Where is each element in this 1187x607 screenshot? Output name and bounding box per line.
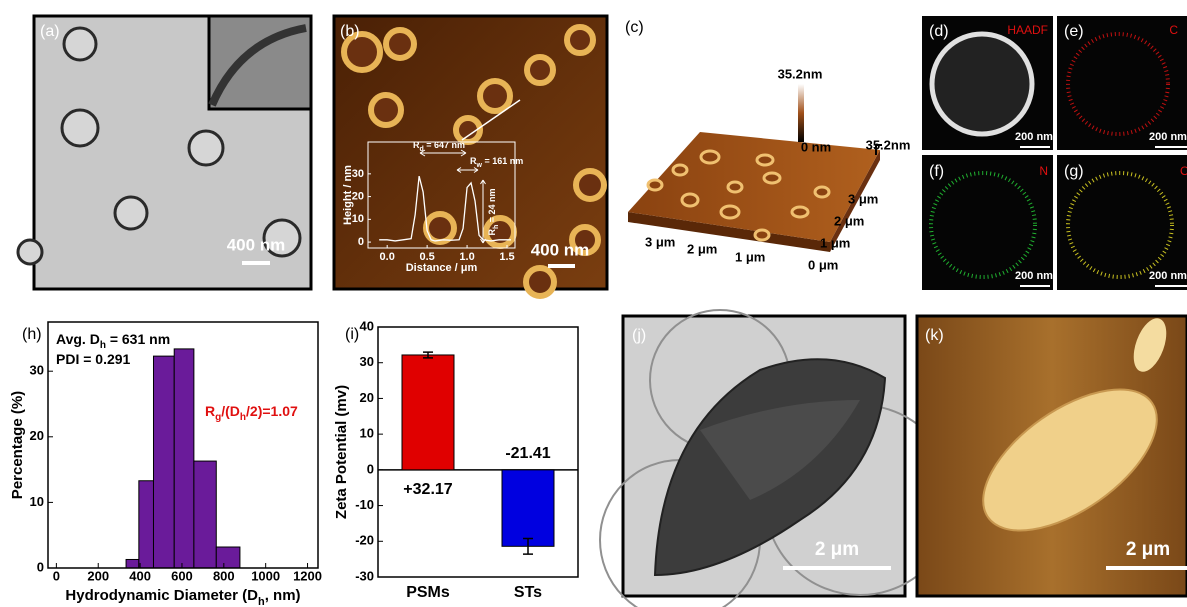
x-axis-label-part: Hydrodynamic Diameter (D: [65, 587, 258, 604]
annotation-part: Avg. D: [56, 331, 100, 347]
y-axis-label: 2 μm: [834, 213, 864, 228]
y-tick-label: -10: [355, 497, 374, 512]
x-tick-label: 1200: [293, 568, 322, 583]
x-axis-label: 3 μm: [645, 234, 675, 249]
panel-label: (k): [925, 327, 944, 344]
x-tick-label: 200: [87, 568, 109, 583]
y-axis-label: 1 μm: [820, 235, 850, 250]
y-axis-label: 0 μm: [808, 257, 838, 272]
x-tick-label: 0.0: [380, 251, 395, 263]
annotation-part: PDI = 0.291: [56, 351, 131, 367]
y-tick-label: 20: [360, 390, 374, 405]
histogram-bar: [139, 481, 154, 568]
y-axis-label: Height / nm: [342, 165, 354, 225]
panel-j: (j) 2 μm: [600, 310, 955, 607]
y-tick-label: 40: [360, 318, 374, 333]
x-axis-label: 1 μm: [735, 249, 765, 264]
scale-bar-label: 2 μm: [1126, 539, 1170, 560]
panel-d: (d) HAADF 200 nm: [922, 16, 1053, 150]
y-tick-label: 0: [367, 461, 374, 476]
x-tick-label: 1000: [251, 568, 280, 583]
annotation-part: = 161 nm: [482, 156, 523, 166]
panel-k: (k) 2 μm: [917, 314, 1187, 596]
annotation: Rg/(Dh/2)=1.07: [205, 403, 298, 423]
scale-bar-label: 200 nm: [1015, 131, 1053, 143]
panel-f: (f) N 200 nm: [922, 155, 1053, 290]
panel-g: (g) O 200 nm: [1057, 155, 1187, 290]
panel-label: (c): [625, 19, 644, 36]
x-axis-label-part: , nm): [265, 587, 301, 604]
y-tick-label: 10: [360, 426, 374, 441]
x-axis-label: Hydrodynamic Diameter (Dh, nm): [65, 587, 300, 607]
scale-bar-label: 400 nm: [227, 235, 286, 254]
annotation-part: R: [205, 403, 215, 419]
annotation-part: /2)=1.07: [246, 403, 298, 419]
scale-bar-label: 200 nm: [1149, 131, 1187, 143]
y-tick-label: 10: [30, 494, 44, 509]
panel-label: (g): [1064, 163, 1084, 180]
histogram-bar: [153, 356, 174, 568]
histogram-bar: [126, 559, 139, 568]
scale-bar-label: 400 nm: [531, 240, 590, 259]
scale-bar-label: 200 nm: [1015, 270, 1053, 282]
figure: (a) 400 nm (b) 400 nm (c) 35.2nm 0 nm: [0, 0, 1187, 607]
x-tick-label: 800: [213, 568, 235, 583]
annotation: Avg. Dh = 631 nm: [56, 331, 170, 351]
annotation-part: = 24 nm: [487, 188, 497, 224]
x-tick-label: PSMs: [406, 584, 450, 601]
z-axis-label: 35.2nm: [866, 137, 911, 152]
y-tick-label: 30: [360, 354, 374, 369]
scale-bar-label: 2 μm: [815, 539, 859, 560]
scale-bar-label: 200 nm: [1149, 270, 1187, 282]
colorbar-min: 0 nm: [801, 139, 831, 154]
element-label: O: [1180, 164, 1187, 178]
bar: [502, 470, 554, 546]
y-tick-label: 20: [30, 428, 44, 443]
annotation-part: = 647 nm: [424, 140, 465, 150]
panel-label: (b): [340, 23, 360, 40]
annotation: PDI = 0.291: [56, 351, 131, 367]
histogram-bar: [216, 547, 240, 568]
value-label: +32.17: [403, 481, 452, 498]
x-tick-label: 1.5: [499, 251, 514, 263]
y-tick-label: 0: [358, 236, 364, 248]
panel-c: (c) 35.2nm 0 nm 35.2nm 3 μm 2 μm 1 μm 0 …: [625, 19, 910, 272]
x-tick-label: 600: [171, 568, 193, 583]
value-label: -21.41: [505, 445, 550, 462]
histogram-bar: [174, 349, 194, 568]
panel-label: (d): [929, 23, 949, 40]
y-tick-label: -30: [355, 568, 374, 583]
x-axis-label: 2 μm: [687, 241, 717, 256]
histogram-bar: [194, 461, 216, 568]
bar: [402, 355, 454, 470]
panel-label: (i): [345, 326, 359, 343]
panel-e: (e) C 200 nm: [1057, 16, 1187, 150]
x-tick-label: 0: [53, 568, 60, 583]
x-tick-label: STs: [514, 584, 542, 601]
panel-label: (j): [632, 327, 646, 344]
colorbar-max: 35.2nm: [778, 66, 823, 81]
panel-label: (a): [40, 23, 60, 40]
y-tick-label: 0: [37, 559, 44, 574]
y-axis-label: 3 μm: [848, 191, 878, 206]
annotation-part: = 631 nm: [106, 331, 170, 347]
x-axis-label: Distance / μm: [406, 262, 478, 274]
annotation-part: /(D: [221, 403, 240, 419]
y-tick-label: 30: [30, 363, 44, 378]
x-tick-label: 400: [129, 568, 151, 583]
y-axis-label: Zeta Potential (mv): [333, 385, 350, 519]
y-tick-label: -20: [355, 533, 374, 548]
y-axis-label: Percentage (%): [9, 391, 26, 499]
panel-label: (e): [1064, 23, 1084, 40]
element-label: HAADF: [1007, 23, 1048, 37]
panel-label: (f): [929, 163, 944, 180]
panel-a: (a) 400 nm: [18, 16, 311, 289]
panel-label: (h): [22, 326, 42, 343]
element-label: N: [1039, 164, 1048, 178]
element-label: C: [1169, 23, 1178, 37]
